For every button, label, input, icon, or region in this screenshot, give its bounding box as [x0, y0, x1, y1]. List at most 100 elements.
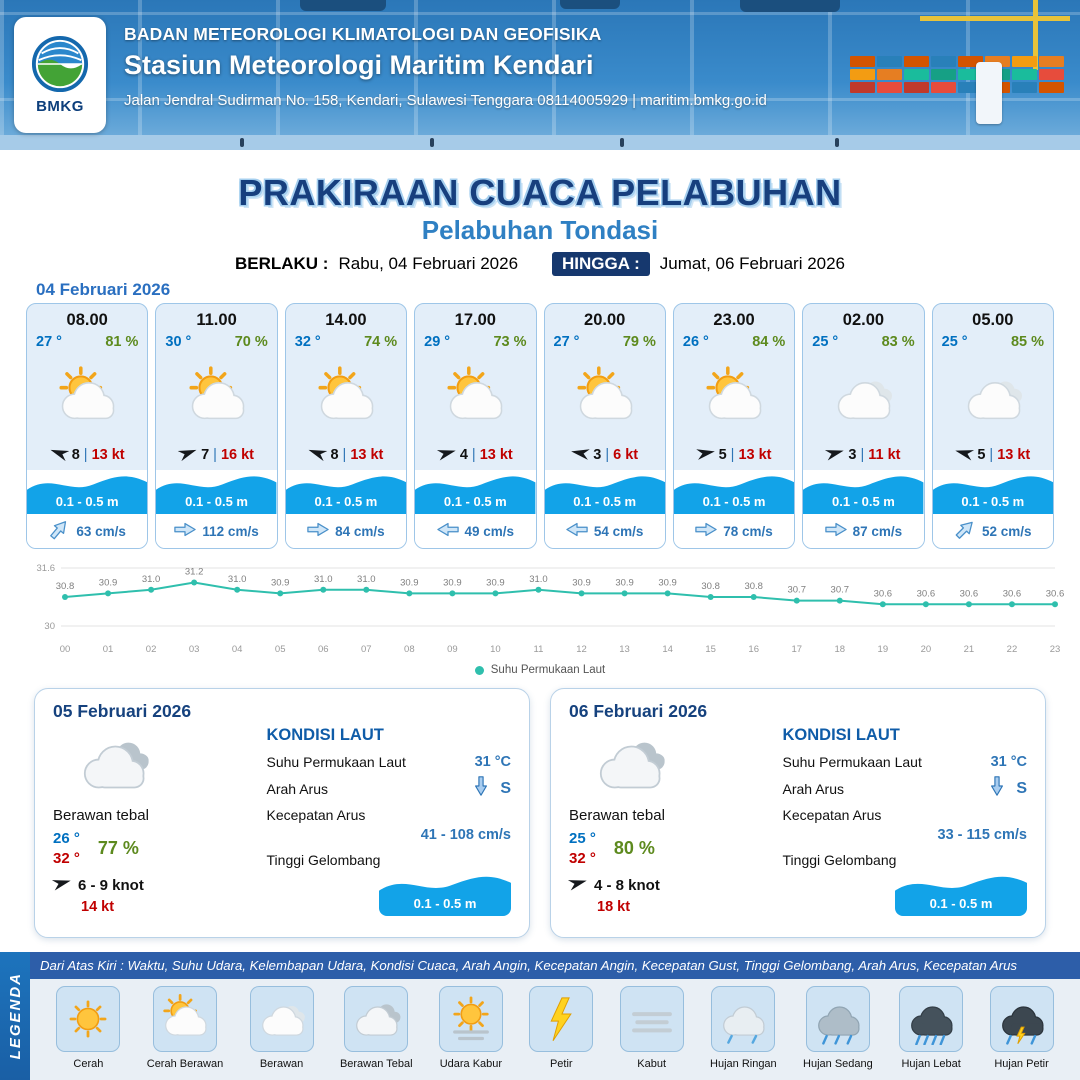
svg-text:10: 10	[490, 644, 501, 655]
svg-text:13: 13	[619, 644, 630, 655]
svg-text:11: 11	[534, 644, 544, 655]
current-speed: 49 cm/s	[464, 523, 515, 539]
separator: |	[213, 447, 217, 463]
wind-gust: 13 kt	[997, 447, 1031, 463]
wind-gust: 13 kt	[738, 447, 772, 463]
weather-icon	[545, 350, 665, 446]
svg-text:31.0: 31.0	[357, 574, 376, 585]
svg-text:30.6: 30.6	[1003, 588, 1022, 599]
svg-text:17: 17	[791, 644, 802, 655]
wave-height-band: 0.1 - 0.5 m	[415, 470, 536, 514]
udara-kabur-icon	[438, 986, 503, 1052]
sea-conditions-title: KONDISI LAUT	[266, 726, 384, 744]
hingga-label: HINGGA :	[552, 252, 650, 276]
svg-text:09: 09	[447, 644, 458, 655]
wind-gust: 11 kt	[868, 447, 901, 463]
wind-gust: 14 kt	[81, 899, 115, 915]
legend-item: Hujan Ringan	[710, 986, 777, 1070]
current-speed: 52 cm/s	[982, 523, 1032, 539]
separator: |	[989, 447, 994, 463]
forecast-card: 17.00 29 ° 73 % 4 | 13 kt 0.1 - 0.5 m 49…	[414, 303, 537, 549]
separator: |	[83, 447, 88, 463]
legend-item-label: Kabut	[637, 1058, 667, 1070]
weather-icon	[156, 350, 276, 446]
temp-max: 32 °	[569, 850, 596, 867]
current-direction-icon	[566, 522, 588, 540]
hujan-petir-icon	[989, 986, 1054, 1052]
wave-height-band: 0.1 - 0.5 m	[544, 470, 665, 514]
header-banner: BMKG BADAN METEOROLOGI KLIMATOLOGI DAN G…	[0, 0, 1080, 150]
wind-speed: 3	[593, 447, 602, 463]
card-temperature: 25 °	[812, 334, 839, 350]
separator: |	[860, 447, 865, 463]
svg-text:30.6: 30.6	[960, 588, 979, 599]
legend-note: Dari Atas Kiri : Waktu, Suhu Udara, Kele…	[30, 952, 1080, 979]
card-humidity: 84 %	[752, 334, 786, 350]
svg-text:18: 18	[834, 644, 845, 655]
wind-direction-icon	[50, 446, 70, 464]
chart-legend-marker-icon	[474, 665, 484, 675]
sea-conditions-title: KONDISI LAUT	[782, 726, 900, 744]
temp-min: 25 °	[569, 830, 596, 847]
weather-icon	[591, 726, 771, 807]
hujan-sedang-icon	[805, 986, 870, 1052]
sst-value: 31 °C	[474, 754, 511, 770]
bmkg-logo-icon	[31, 35, 89, 93]
card-humidity: 73 %	[493, 334, 527, 350]
svg-text:14: 14	[662, 644, 673, 655]
current-speed: 54 cm/s	[593, 523, 644, 539]
humidity: 77 %	[97, 838, 139, 858]
station-address: Jalan Jendral Sudirman No. 158, Kendari,…	[124, 92, 767, 109]
card-temperature: 27 °	[553, 334, 580, 350]
day-condition: Berawan tebal	[569, 807, 665, 824]
berawan-icon	[249, 986, 314, 1052]
svg-text:30.9: 30.9	[615, 577, 634, 588]
wind-direction-icon	[177, 446, 197, 464]
card-humidity: 79 %	[622, 334, 656, 350]
svg-text:30.9: 30.9	[572, 577, 591, 588]
legend-item: Berawan Tebal	[340, 986, 413, 1070]
current-direction-icon	[174, 522, 197, 540]
current-direction-icon	[824, 522, 847, 540]
svg-text:30.9: 30.9	[400, 577, 419, 588]
card-time: 11.00	[196, 311, 237, 329]
platform-illustration	[0, 135, 1080, 150]
current-direction-icon	[987, 776, 1007, 798]
card-humidity: 81 %	[105, 334, 139, 350]
wind-direction-icon	[695, 446, 715, 464]
wind-gust: 6 kt	[613, 447, 639, 463]
day-date: 05 Februari 2026	[53, 701, 192, 721]
wind-speed: 8	[330, 447, 339, 463]
card-temperature: 25 °	[941, 334, 968, 350]
berawan-tebal-icon	[344, 986, 409, 1052]
legend-item-label: Cerah Berawan	[146, 1058, 224, 1070]
wave-height-band: 0.1 - 0.5 m	[285, 470, 407, 514]
card-time: 05.00	[972, 311, 1014, 329]
sst-label: Suhu Permukaan Laut	[266, 754, 406, 770]
wind-direction-icon	[308, 446, 328, 464]
window-bar-illustration	[0, 12, 1080, 15]
wind-range: 6 - 9 knot	[78, 876, 144, 894]
card-temperature: 26 °	[682, 334, 709, 350]
svg-text:30.8: 30.8	[56, 581, 75, 592]
legend-section: LEGENDA Dari Atas Kiri : Waktu, Suhu Uda…	[0, 952, 1080, 1080]
weather-icon	[674, 350, 794, 446]
svg-text:30.9: 30.9	[443, 577, 462, 588]
legend-item: Hujan Lebat	[899, 986, 964, 1070]
svg-text:30.9: 30.9	[99, 577, 118, 588]
card-humidity: 83 %	[881, 334, 915, 350]
person-illustration	[240, 138, 244, 147]
wave-height-label: Tinggi Gelombang	[782, 852, 897, 868]
station-name: Stasiun Meteorologi Maritim Kendari	[124, 50, 594, 80]
svg-text:30.6: 30.6	[917, 588, 936, 599]
svg-text:30.9: 30.9	[486, 577, 505, 588]
svg-text:23: 23	[1050, 644, 1061, 655]
current-direction-icon	[48, 521, 70, 540]
chart-legend: Suhu Permukaan Laut	[0, 664, 1080, 676]
svg-text:03: 03	[189, 644, 200, 655]
legend-item: Hujan Petir	[989, 986, 1054, 1070]
wave-height: 0.1 - 0.5 m	[961, 494, 1025, 509]
card-humidity: 85 %	[1010, 334, 1044, 350]
day-summaries: 05 Februari 2026 Berawan tebal 26 ° 32 °…	[34, 688, 1046, 938]
separator: |	[342, 447, 347, 463]
